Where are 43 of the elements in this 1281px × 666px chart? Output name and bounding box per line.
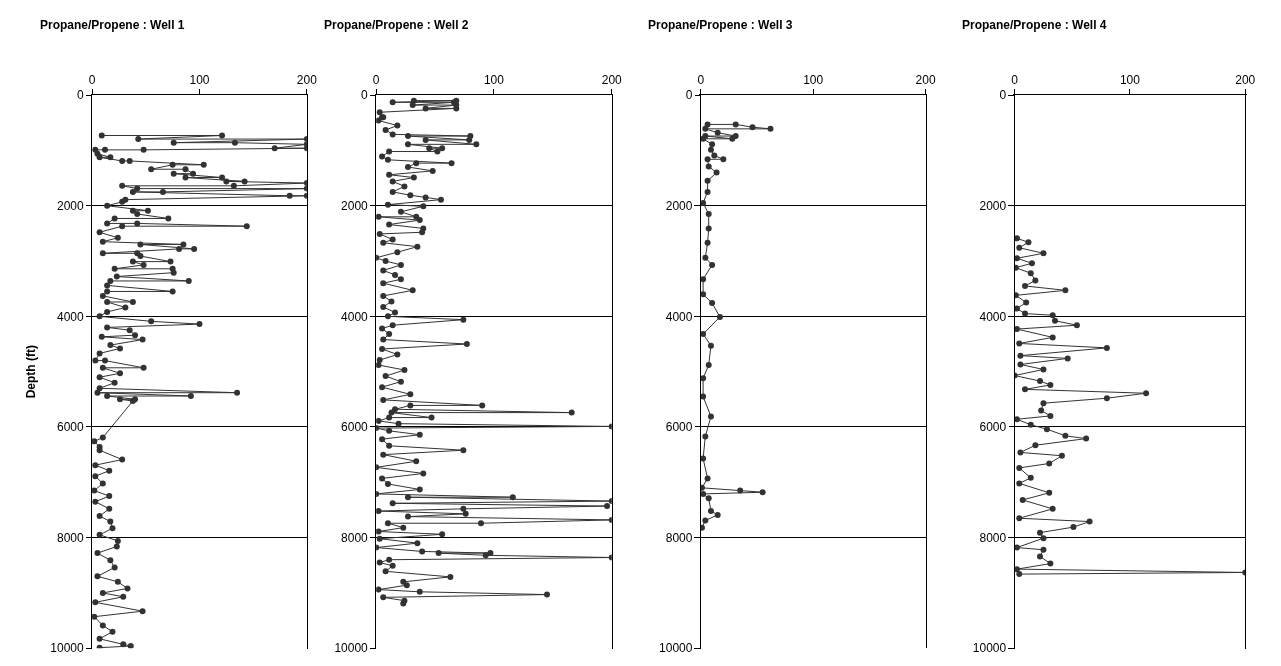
x-tick-label: 200 — [296, 73, 318, 88]
y-tick-label: 4000 — [341, 309, 369, 324]
y-tick-label: 0 — [999, 88, 1007, 103]
y-tick-label: 6000 — [56, 420, 85, 435]
y-tick-label: 8000 — [341, 530, 369, 545]
y-tick-label: 10000 — [50, 641, 85, 656]
y-tick-label: 2000 — [56, 198, 85, 213]
y-tick-label: 6000 — [341, 420, 369, 435]
x-tick-label: 200 — [915, 73, 936, 88]
y-tick-label: 6000 — [665, 420, 693, 435]
x-tick-label: 100 — [483, 73, 505, 88]
x-tick-label: 100 — [803, 73, 824, 88]
y-tick-label: 10000 — [972, 641, 1007, 656]
y-tick-label: 2000 — [341, 198, 369, 213]
x-tick-label: 0 — [697, 73, 705, 88]
y-tick-label: 2000 — [665, 198, 693, 213]
y-tick-label: 8000 — [979, 530, 1007, 545]
x-tick-label: 0 — [372, 73, 380, 88]
y-tick-label: 6000 — [979, 420, 1007, 435]
y-tick-label: 0 — [361, 88, 369, 103]
y-tick-label: 4000 — [979, 309, 1007, 324]
y-tick-label: 2000 — [979, 198, 1007, 213]
y-tick-label: 8000 — [56, 530, 85, 545]
y-tick-label: 10000 — [659, 641, 693, 656]
chart-title: Propane/Propene : Well 1 — [40, 18, 185, 32]
point — [759, 489, 766, 496]
y-tick-label: 0 — [77, 88, 84, 103]
x-tick-label: 200 — [1235, 73, 1256, 88]
x-tick-label: 100 — [189, 73, 210, 88]
x-tick-label: 100 — [1119, 73, 1141, 88]
chart-title: Propane/Propene : Well 4 — [962, 18, 1107, 32]
chart-title: Propane/Propene : Well 2 — [324, 18, 469, 32]
y-axis-title: Depth (ft) — [23, 345, 38, 399]
y-tick-label: 8000 — [665, 530, 693, 545]
y-tick-label: 10000 — [334, 641, 369, 656]
x-tick-label: 0 — [1011, 73, 1019, 88]
y-tick-label: 0 — [685, 88, 693, 103]
chart-title: Propane/Propene : Well 3 — [648, 18, 793, 32]
x-tick-label: 0 — [88, 73, 96, 88]
y-tick-label: 4000 — [665, 309, 693, 324]
y-tick-label: 4000 — [56, 309, 85, 324]
x-tick-label: 200 — [601, 73, 623, 88]
point — [709, 300, 716, 307]
